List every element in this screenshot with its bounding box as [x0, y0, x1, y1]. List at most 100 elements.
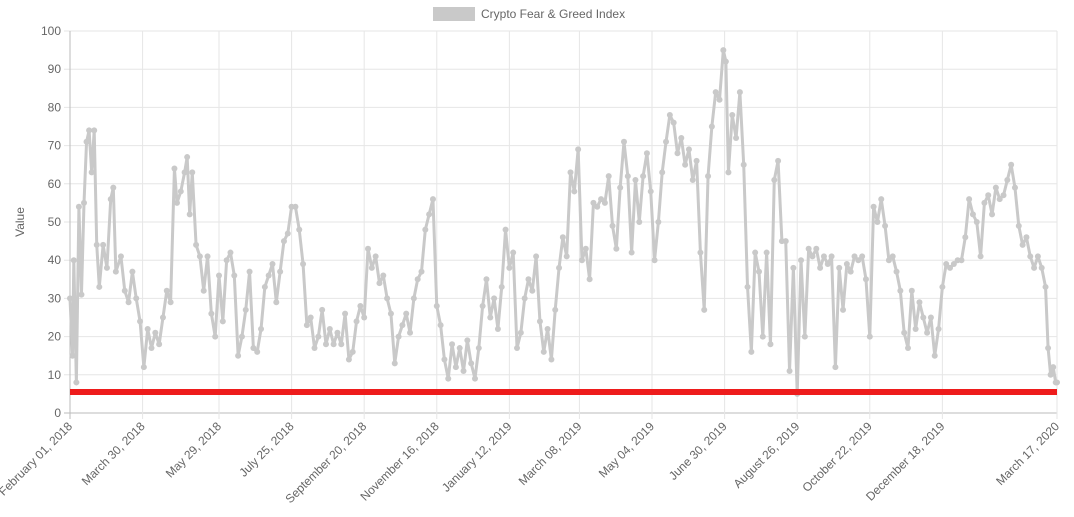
data-point — [433, 303, 440, 310]
data-point — [186, 211, 193, 218]
data-point — [697, 249, 704, 256]
data-point — [200, 287, 207, 294]
data-point — [682, 161, 689, 168]
data-point — [334, 329, 341, 336]
data-point — [798, 257, 805, 264]
data-point — [782, 238, 789, 245]
data-point — [117, 253, 124, 260]
data-point — [601, 199, 608, 206]
data-point — [605, 173, 612, 180]
data-point — [238, 333, 245, 340]
data-point — [775, 157, 782, 164]
data-point — [809, 253, 816, 260]
data-point — [254, 348, 261, 355]
data-point — [824, 261, 831, 268]
data-point — [261, 283, 268, 290]
data-point — [748, 348, 755, 355]
x-tick-label: March 17, 2020 — [993, 419, 1062, 488]
data-point — [733, 134, 740, 141]
y-tick-label: 80 — [48, 100, 62, 114]
data-point — [992, 184, 999, 191]
data-point — [315, 333, 322, 340]
data-point — [598, 196, 605, 203]
x-tick-label: May 29, 2018 — [163, 419, 225, 481]
data-point — [311, 345, 318, 352]
data-point — [847, 268, 854, 275]
data-point — [184, 154, 191, 161]
data-point — [813, 245, 820, 252]
data-point — [805, 245, 812, 252]
data-point — [156, 341, 163, 348]
x-tick-label: May 04, 2019 — [596, 419, 658, 481]
data-point — [943, 261, 950, 268]
data-point — [83, 138, 90, 145]
data-point — [924, 329, 931, 336]
data-point — [529, 287, 536, 294]
data-point — [752, 249, 759, 256]
data-point — [1004, 176, 1011, 183]
data-point — [632, 176, 639, 183]
data-point — [468, 360, 475, 367]
data-point — [125, 299, 132, 306]
data-point — [590, 199, 597, 206]
data-point — [345, 356, 352, 363]
data-point — [380, 272, 387, 279]
data-point — [349, 348, 356, 355]
data-point — [947, 264, 954, 271]
data-point — [303, 322, 310, 329]
data-point — [133, 295, 140, 302]
data-point — [407, 329, 414, 336]
data-point — [832, 364, 839, 371]
y-tick-label: 30 — [48, 291, 62, 305]
data-point — [996, 196, 1003, 203]
data-point — [729, 112, 736, 119]
data-point — [487, 314, 494, 321]
data-point — [722, 58, 729, 65]
data-point — [177, 188, 184, 195]
data-point — [1038, 264, 1045, 271]
data-point — [904, 345, 911, 352]
data-point — [196, 253, 203, 260]
data-point — [771, 176, 778, 183]
data-point — [280, 238, 287, 245]
data-point — [223, 257, 230, 264]
data-point — [81, 199, 88, 206]
data-point — [521, 295, 528, 302]
data-point — [567, 169, 574, 176]
data-point — [855, 257, 862, 264]
data-point — [137, 318, 144, 325]
y-tick-label: 100 — [41, 24, 61, 38]
data-point — [1034, 253, 1041, 260]
data-point — [231, 272, 238, 279]
data-point — [651, 257, 658, 264]
data-point — [129, 268, 136, 275]
data-point — [441, 356, 448, 363]
data-point — [93, 241, 100, 248]
data-point — [414, 276, 421, 283]
data-point — [862, 276, 869, 283]
data-point — [189, 169, 196, 176]
data-point — [422, 226, 429, 233]
data-point — [556, 264, 563, 271]
y-tick-label: 60 — [48, 177, 62, 191]
data-point — [258, 325, 265, 332]
data-point — [958, 257, 965, 264]
data-point — [148, 345, 155, 352]
data-point — [265, 272, 272, 279]
data-point — [870, 203, 877, 210]
y-tick-label: 40 — [48, 253, 62, 267]
data-point — [384, 295, 391, 302]
data-point — [859, 253, 866, 260]
data-point — [962, 234, 969, 241]
data-point — [920, 314, 927, 321]
data-point — [636, 219, 643, 225]
data-point — [517, 329, 524, 336]
data-point — [110, 184, 117, 191]
data-point — [426, 211, 433, 218]
data-point — [552, 306, 559, 313]
data-point — [840, 306, 847, 313]
data-point — [786, 367, 793, 374]
x-tick-label: February 01, 2018 — [0, 419, 75, 498]
data-point — [705, 173, 712, 180]
data-point — [319, 306, 326, 313]
